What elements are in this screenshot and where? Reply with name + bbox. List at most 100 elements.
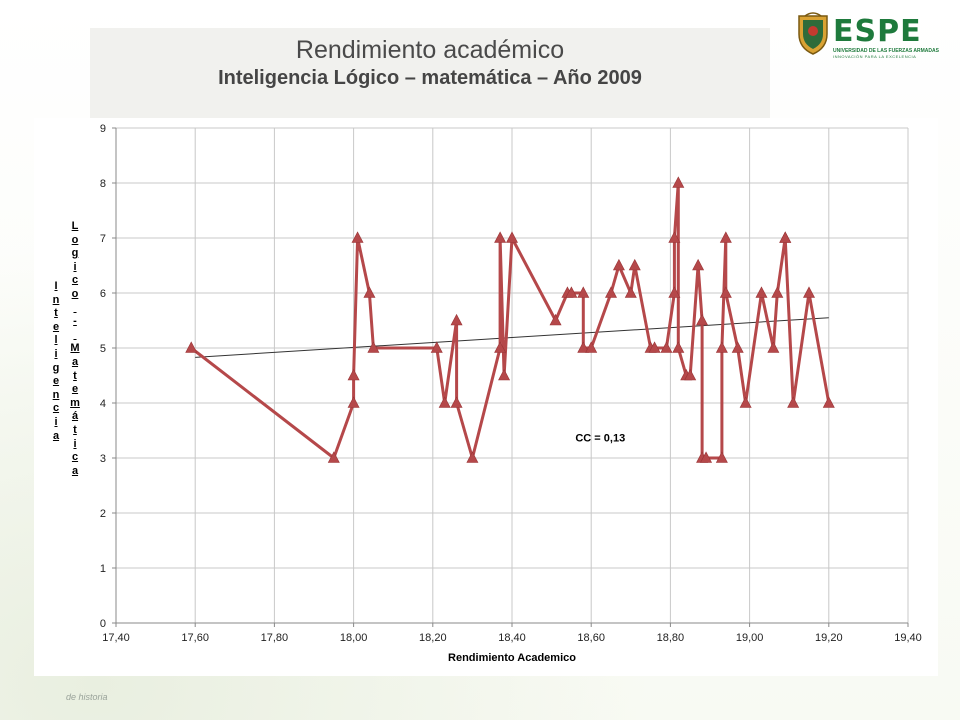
y-axis-label-char: á <box>71 410 79 423</box>
data-point-marker <box>577 341 590 353</box>
y-axis-label-char: c <box>71 274 79 287</box>
data-point-marker <box>549 313 562 326</box>
y-axis-label-char: c <box>52 402 60 415</box>
y-tick-label: 1 <box>100 563 106 575</box>
data-point-marker <box>731 341 744 353</box>
data-point-marker <box>585 341 598 353</box>
y-tick-label: 9 <box>100 123 106 135</box>
y-axis-label-char: L <box>71 220 79 232</box>
chart-grid <box>115 127 909 624</box>
data-point-marker <box>672 176 685 188</box>
data-point-marker <box>367 341 380 353</box>
data-point-marker <box>624 286 637 298</box>
data-point-marker <box>692 258 705 271</box>
y-axis-label-char: i <box>73 437 77 450</box>
espe-logo: ESPE UNIVERSIDAD DE LAS FUERZAS ARMADAS … <box>795 12 939 59</box>
x-tick-label: 17,60 <box>181 632 209 644</box>
data-point-marker <box>668 231 681 243</box>
data-point-marker <box>565 286 578 298</box>
y-axis-label-char: M <box>70 342 80 355</box>
data-point-marker <box>605 286 617 298</box>
y-axis-label-char: m <box>70 396 80 409</box>
data-point-marker <box>767 341 780 353</box>
data-point-marker <box>787 396 800 408</box>
data-point-marker <box>771 286 784 298</box>
data-point-marker <box>822 396 835 408</box>
data-point-marker <box>498 368 511 381</box>
data-point-marker <box>628 258 641 271</box>
y-axis-label-char: o <box>71 233 79 246</box>
y-tick-label: 6 <box>100 288 106 300</box>
data-point-marker <box>719 286 732 298</box>
scatter-line-chart: 17,40 17,60 17,80 18,00 18,20 18,40 18,60 18,80… <box>100 123 922 664</box>
data-point-marker <box>648 341 661 353</box>
y-axis-label-char: e <box>71 383 79 396</box>
x-tick-label: 18,00 <box>340 632 368 644</box>
data-point-marker <box>185 341 198 353</box>
y-axis-label-char: t <box>54 307 58 320</box>
data-point-marker <box>755 286 768 298</box>
y-axis-label-char: l <box>54 334 58 347</box>
x-axis-label: Rendimiento Academico <box>448 652 576 664</box>
y-axis-label-char: a <box>71 464 79 477</box>
data-point-marker <box>430 341 443 353</box>
y-axis-label-char <box>69 302 81 316</box>
x-tick-label: 18,20 <box>419 632 447 644</box>
data-point-marker <box>668 286 681 298</box>
slide-title: Rendimiento académico <box>295 36 565 64</box>
data-point-marker <box>660 341 673 353</box>
x-tick-label: 18,40 <box>498 632 526 644</box>
x-tick-label: 17,40 <box>102 632 130 644</box>
y-tick-label: 5 <box>100 343 106 355</box>
y-axis-label-char: t <box>73 423 77 436</box>
y-axis-label-char: n <box>52 388 60 401</box>
data-point-marker <box>612 258 625 271</box>
y-axis-label-char: I <box>54 280 58 292</box>
x-tick-label: 18,60 <box>577 632 605 644</box>
data-point-marker <box>715 341 728 353</box>
tick-labels: 17,40 17,60 17,80 18,00 18,20 18,40 18,60 18,80… <box>100 123 922 644</box>
x-tick-label: 19,00 <box>736 632 764 644</box>
data-point-marker <box>696 313 709 326</box>
data-point-marker <box>739 396 752 408</box>
data-series <box>185 176 835 463</box>
x-tick-label: 19,40 <box>894 632 922 644</box>
y-axis-label-char: t <box>73 369 77 382</box>
y-axis-label-char: n <box>52 293 60 306</box>
y-tick-label: 3 <box>100 453 106 465</box>
y-axis-label-char: e <box>52 375 60 388</box>
data-point-marker <box>577 286 590 298</box>
x-tick-label: 18,80 <box>657 632 685 644</box>
data-point-marker <box>715 451 728 463</box>
data-point-marker <box>363 286 376 298</box>
y-axis-label-char: g <box>52 361 60 374</box>
data-point-marker <box>672 341 685 353</box>
series-line <box>190 181 831 460</box>
slide-subtitle: Inteligencia Lógico – matemática – Año 2… <box>218 67 642 89</box>
data-point-marker <box>684 368 697 381</box>
data-point-marker <box>450 396 463 408</box>
logo-tagline-1: UNIVERSIDAD DE LAS FUERZAS ARMADAS <box>833 48 939 54</box>
data-point-marker <box>719 231 732 243</box>
logo-tagline-2: INNOVACIÓN PARA LA EXCELENCIA <box>833 54 917 59</box>
y-axis-label-char: g <box>71 247 79 260</box>
shield-emblem-icon <box>798 12 828 55</box>
y-axis-label-char: - <box>73 315 77 328</box>
y-tick-label: 0 <box>100 618 106 630</box>
y-axis-label-char: o <box>71 287 79 300</box>
data-point-marker <box>347 396 360 408</box>
data-point-marker <box>506 231 518 243</box>
y-axis-label-char: i <box>73 260 77 273</box>
data-point-marker <box>803 286 815 298</box>
x-tick-label: 17,80 <box>261 632 289 644</box>
y-axis-label-char: a <box>71 355 79 368</box>
data-point-marker <box>327 451 340 463</box>
data-point-marker <box>466 451 479 463</box>
x-tick-label: 19,20 <box>815 632 843 644</box>
data-point-marker <box>450 313 463 326</box>
data-point-marker <box>347 368 360 381</box>
chart-axes <box>112 127 909 627</box>
data-point-marker <box>494 341 507 353</box>
